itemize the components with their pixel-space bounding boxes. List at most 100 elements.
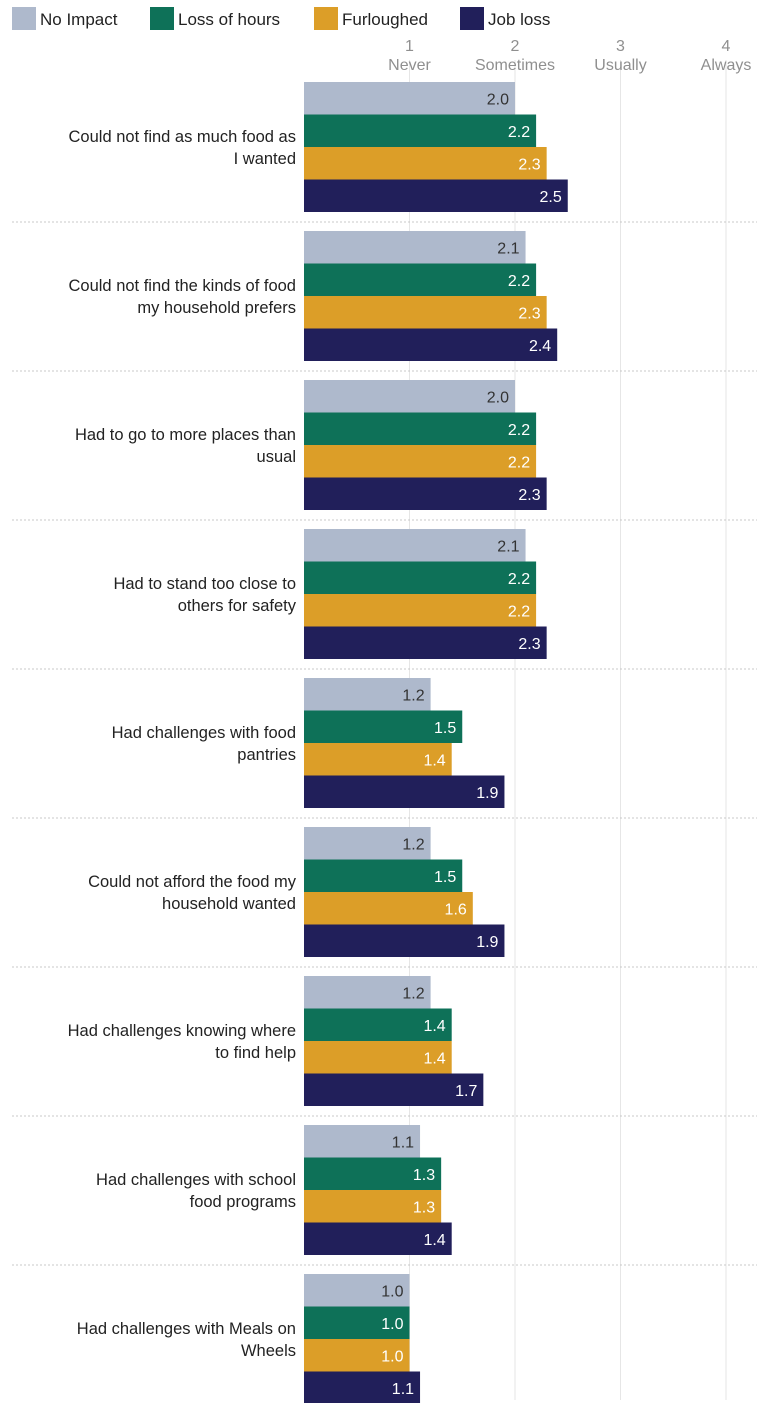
bar: [304, 859, 463, 892]
data-label: 2.2: [508, 422, 530, 439]
category-label: household wanted: [162, 895, 296, 913]
data-label: 1.5: [434, 869, 456, 886]
data-label: 2.3: [518, 305, 540, 322]
category-label: I wanted: [234, 150, 296, 168]
data-label: 1.4: [423, 1018, 445, 1035]
category-label: Had challenges with food: [112, 724, 296, 742]
bar: [304, 147, 547, 180]
legend-label: Furloughed: [342, 10, 428, 29]
bar: [304, 1306, 410, 1339]
bar: [304, 678, 431, 711]
category-label: to find help: [215, 1044, 296, 1062]
bar: [304, 743, 452, 776]
tick-label: 2: [511, 38, 520, 55]
data-label: 1.9: [476, 785, 498, 802]
data-label: 2.3: [518, 156, 540, 173]
bar: [304, 1157, 442, 1190]
bar: [304, 892, 473, 925]
data-label: 2.1: [497, 240, 519, 257]
bar: [304, 1008, 452, 1041]
data-label: 1.1: [392, 1381, 414, 1398]
category-label: Had challenges with school: [96, 1171, 296, 1189]
bar: [304, 380, 515, 413]
bar: [304, 626, 547, 659]
data-label: 2.2: [508, 571, 530, 588]
data-label: 2.1: [497, 538, 519, 555]
data-label: 1.2: [402, 687, 424, 704]
data-label: 1.4: [423, 752, 445, 769]
category-label: Could not find as much food as: [69, 128, 296, 146]
bar: [304, 296, 547, 329]
data-label: 1.7: [455, 1083, 477, 1100]
bar: [304, 775, 505, 808]
category-label: my household prefers: [137, 299, 296, 317]
bar: [304, 328, 558, 361]
data-label: 2.3: [518, 487, 540, 504]
category-label: Could not afford the food my: [88, 873, 297, 891]
bar: [304, 1339, 410, 1372]
category-label: food programs: [190, 1193, 296, 1211]
bar: [304, 1222, 452, 1255]
bar: [304, 179, 568, 212]
data-label: 2.0: [487, 389, 509, 406]
category-label: Had to go to more places than: [75, 426, 296, 444]
legend-swatch: [12, 7, 36, 30]
data-label: 1.2: [402, 836, 424, 853]
data-label: 2.2: [508, 124, 530, 141]
bar: [304, 82, 515, 115]
legend-label: No Impact: [40, 10, 118, 29]
category-label: Had to stand too close to: [113, 575, 296, 593]
bar: [304, 1274, 410, 1307]
tick-label: Always: [701, 57, 752, 74]
tick-label: Usually: [594, 57, 646, 74]
data-label: 2.2: [508, 603, 530, 620]
bar: [304, 1125, 421, 1158]
bar: [304, 445, 537, 478]
category-label: Could not find the kinds of food: [69, 277, 297, 295]
bar: [304, 114, 537, 147]
data-label: 1.9: [476, 934, 498, 951]
bar: [304, 827, 431, 860]
legend-label: Loss of hours: [178, 10, 280, 29]
bar: [304, 1073, 484, 1106]
data-label: 1.0: [381, 1348, 403, 1365]
bar: [304, 710, 463, 743]
bar: [304, 412, 537, 445]
bar: [304, 1190, 442, 1223]
bar: [304, 477, 547, 510]
category-label: Had challenges knowing where: [68, 1022, 296, 1040]
data-label: 1.6: [445, 901, 467, 918]
data-label: 1.5: [434, 720, 456, 737]
bar: [304, 1041, 452, 1074]
data-label: 2.4: [529, 338, 551, 355]
tick-label: 4: [722, 38, 731, 55]
bar: [304, 1371, 421, 1403]
bar: [304, 976, 431, 1009]
bar: [304, 924, 505, 957]
data-label: 2.2: [508, 273, 530, 290]
data-label: 1.3: [413, 1167, 435, 1184]
bar: [304, 561, 537, 594]
tick-label: 1: [405, 38, 414, 55]
data-label: 1.1: [392, 1134, 414, 1151]
category-label: usual: [257, 448, 296, 466]
tick-label: 3: [616, 38, 625, 55]
data-label: 2.5: [540, 189, 562, 206]
category-label: Had challenges with Meals on: [77, 1320, 296, 1338]
data-label: 1.0: [381, 1316, 403, 1333]
bar: [304, 529, 526, 562]
category-label: pantries: [237, 746, 296, 764]
data-label: 2.2: [508, 454, 530, 471]
bar: [304, 231, 526, 264]
data-label: 1.2: [402, 985, 424, 1002]
category-label: others for safety: [178, 597, 297, 615]
legend-label: Job loss: [488, 10, 550, 29]
bar: [304, 594, 537, 627]
data-label: 2.0: [487, 91, 509, 108]
data-label: 1.4: [423, 1050, 445, 1067]
tick-label: Sometimes: [475, 57, 555, 74]
legend-swatch: [150, 7, 174, 30]
legend-swatch: [460, 7, 484, 30]
